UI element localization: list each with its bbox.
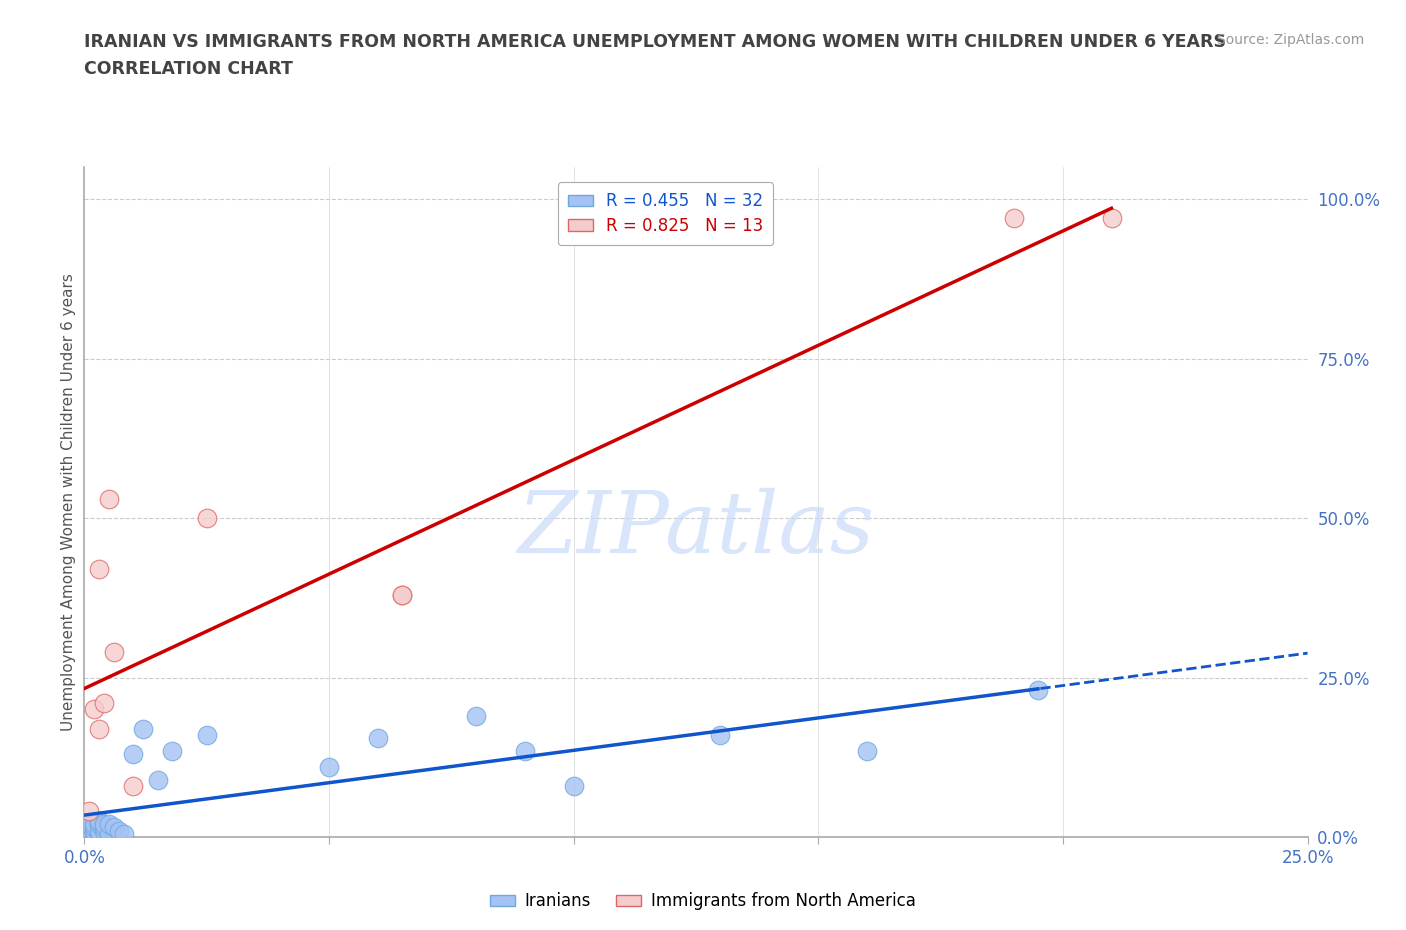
- Point: [195, 511, 218, 525]
- Point: [83, 702, 105, 717]
- Point: [87, 817, 110, 831]
- Point: [77, 823, 100, 838]
- Point: [83, 823, 105, 838]
- Point: [1002, 211, 1025, 226]
- Text: IRANIAN VS IMMIGRANTS FROM NORTH AMERICA UNEMPLOYMENT AMONG WOMEN WITH CHILDREN : IRANIAN VS IMMIGRANTS FROM NORTH AMERICA…: [84, 33, 1226, 50]
- Point: [464, 709, 486, 724]
- Text: ZIPatlas: ZIPatlas: [517, 487, 875, 570]
- Text: CORRELATION CHART: CORRELATION CHART: [84, 60, 294, 78]
- Point: [391, 587, 413, 602]
- Text: Source: ZipAtlas.com: Source: ZipAtlas.com: [1216, 33, 1364, 46]
- Point: [93, 820, 115, 835]
- Point: [709, 727, 731, 742]
- Point: [1028, 683, 1050, 698]
- Point: [391, 587, 413, 602]
- Point: [77, 817, 100, 831]
- Point: [856, 743, 879, 758]
- Point: [367, 731, 389, 746]
- Point: [97, 827, 120, 842]
- Point: [112, 827, 135, 842]
- Point: [122, 747, 145, 762]
- Point: [122, 778, 145, 793]
- Point: [97, 817, 120, 831]
- Y-axis label: Unemployment Among Women with Children Under 6 years: Unemployment Among Women with Children U…: [60, 273, 76, 731]
- Point: [77, 827, 100, 842]
- Legend: R = 0.455   N = 32, R = 0.825   N = 13: R = 0.455 N = 32, R = 0.825 N = 13: [558, 182, 773, 246]
- Point: [87, 562, 110, 577]
- Point: [87, 814, 110, 829]
- Point: [103, 644, 125, 659]
- Point: [195, 727, 218, 742]
- Point: [146, 772, 169, 787]
- Point: [87, 827, 110, 842]
- Point: [513, 743, 536, 758]
- Point: [107, 823, 129, 838]
- Point: [1101, 211, 1123, 226]
- Point: [318, 760, 340, 775]
- Point: [132, 721, 155, 736]
- Legend: Iranians, Immigrants from North America: Iranians, Immigrants from North America: [484, 885, 922, 917]
- Point: [83, 817, 105, 831]
- Point: [93, 696, 115, 711]
- Point: [562, 778, 585, 793]
- Point: [87, 721, 110, 736]
- Point: [162, 743, 184, 758]
- Point: [93, 823, 115, 838]
- Point: [87, 823, 110, 838]
- Point: [77, 804, 100, 819]
- Point: [83, 820, 105, 835]
- Point: [93, 817, 115, 831]
- Point: [83, 827, 105, 842]
- Point: [97, 492, 120, 507]
- Point: [103, 820, 125, 835]
